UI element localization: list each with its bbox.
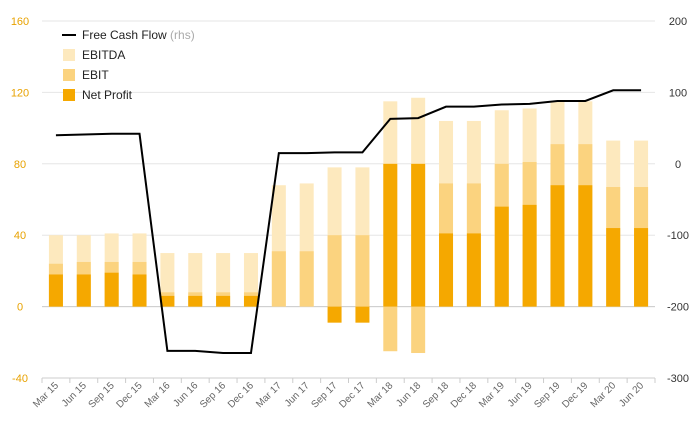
legend-label: EBITDA	[82, 48, 125, 62]
x-tick-label: Sep 17	[309, 380, 339, 410]
bar-net-profit	[606, 228, 621, 307]
x-tick-label: Mar 15	[31, 380, 61, 410]
legend: Free Cash Flow (rhs) EBITDA EBIT Net Profit	[62, 28, 195, 102]
bar-ebit	[411, 306, 426, 354]
y-left-tick-label: 0	[17, 302, 23, 314]
x-tick-label: Sep 19	[532, 380, 562, 410]
bar-ebit	[383, 306, 398, 352]
y-right-tick-label: 0	[675, 159, 681, 171]
bar-net-profit	[634, 228, 649, 307]
y-left-tick-label: 80	[14, 159, 26, 171]
bar-net-profit	[383, 163, 398, 307]
x-tick-label: Jun 15	[60, 380, 89, 409]
bar-net-profit	[550, 185, 565, 307]
y-left-tick-label: 120	[11, 87, 29, 99]
legend-swatch	[63, 89, 75, 101]
y-right-tick-label: -300	[667, 373, 689, 385]
bar-net-profit	[578, 185, 593, 307]
bar-ebit	[271, 251, 286, 307]
y-right-tick-label: -100	[667, 230, 689, 242]
x-tick-label: Jun 20	[617, 380, 646, 409]
x-tick-label: Mar 18	[366, 380, 396, 410]
legend-swatch	[63, 49, 75, 61]
bar-net-profit	[160, 295, 175, 307]
bar-net-profit	[48, 274, 63, 307]
bar-ebit	[299, 251, 314, 307]
bar-net-profit	[76, 274, 91, 307]
legend-label: EBIT	[82, 68, 109, 82]
bar-net-profit	[355, 306, 370, 323]
bar-ebit	[355, 235, 370, 307]
bar-net-profit	[132, 274, 147, 307]
x-tick-label: Dec 15	[114, 380, 144, 410]
x-tick-label: Sep 18	[421, 380, 451, 410]
y-left-tick-label: 160	[11, 16, 29, 28]
legend-label: Free Cash Flow (rhs)	[82, 28, 195, 42]
x-tick-label: Sep 16	[198, 380, 228, 410]
bar-net-profit	[466, 233, 481, 307]
bar-net-profit	[494, 206, 509, 307]
legend-note: (rhs)	[167, 28, 195, 42]
x-tick-label: Jun 17	[283, 380, 312, 409]
bar-net-profit	[522, 204, 537, 307]
bar-net-profit	[411, 163, 426, 307]
line-free-cash-flow	[55, 89, 642, 355]
x-tick-label: Mar 20	[589, 380, 619, 410]
bar-net-profit	[188, 295, 203, 307]
x-tick-label: Jun 18	[394, 380, 423, 409]
y-left-tick-label: 40	[14, 230, 26, 242]
y-right-tick-label: 100	[669, 87, 687, 99]
bar-net-profit	[327, 306, 342, 323]
bar-net-profit	[216, 295, 231, 307]
x-tick-label: Jun 16	[171, 380, 200, 409]
bar-series	[48, 97, 649, 354]
x-tick-label: Dec 18	[449, 380, 479, 410]
line-series	[55, 89, 642, 355]
x-tick-label: Dec 16	[226, 380, 256, 410]
bar-net-profit	[243, 295, 258, 307]
legend-swatch	[63, 69, 75, 81]
y-right-tick-label: -200	[667, 302, 689, 314]
y-right-tick-label: 200	[669, 16, 687, 28]
y-left-tick-label: -40	[12, 373, 28, 385]
bar-ebit	[327, 235, 342, 307]
x-tick-label: Mar 19	[477, 380, 507, 410]
legend-label: Net Profit	[82, 88, 133, 102]
bar-net-profit	[439, 233, 454, 307]
bar-net-profit	[104, 272, 119, 307]
x-tick-label: Dec 19	[560, 380, 590, 410]
x-tick-label: Dec 17	[337, 380, 367, 410]
x-tick-label: Mar 16	[143, 380, 173, 410]
x-tick-label: Mar 17	[254, 380, 284, 410]
x-tick-label: Jun 19	[506, 380, 535, 409]
x-tick-label: Sep 15	[87, 380, 117, 410]
